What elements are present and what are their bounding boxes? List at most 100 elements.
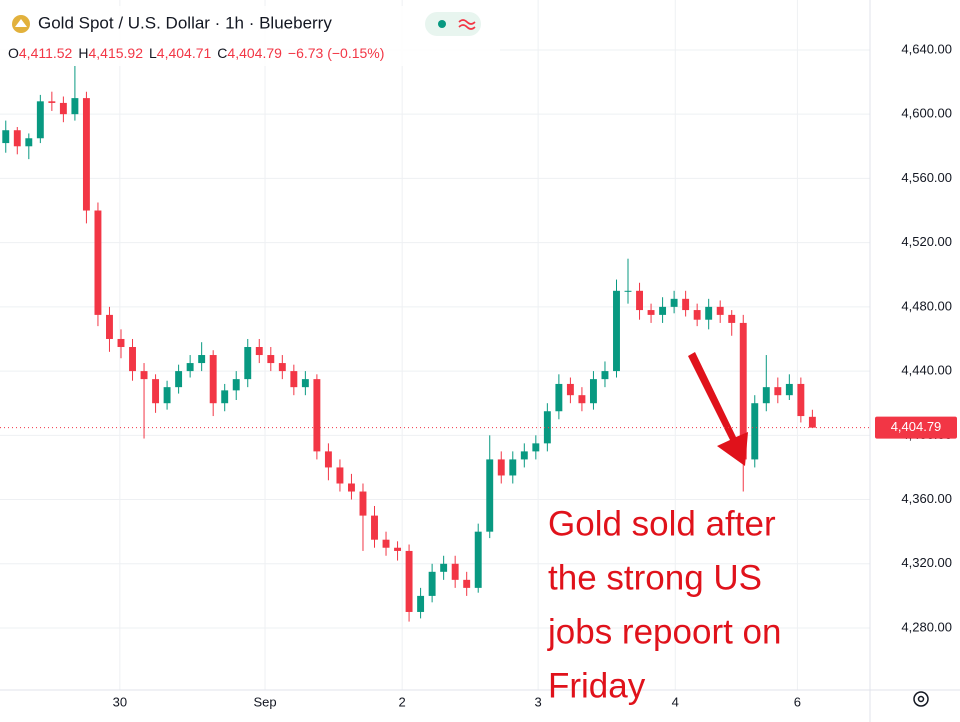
candle-body <box>106 314 113 339</box>
y-tick-label: 4,320.00 <box>901 555 952 570</box>
candle-body <box>301 379 309 388</box>
y-tick-label: 4,480.00 <box>901 298 952 313</box>
candle-body <box>198 355 206 364</box>
candle-body <box>359 491 367 516</box>
y-tick-label: 4,640.00 <box>901 41 952 56</box>
candle-body <box>244 347 252 380</box>
candle-body <box>186 363 194 372</box>
candle-body <box>509 459 517 476</box>
candle-body <box>394 547 402 551</box>
candle-body <box>566 383 574 396</box>
candle-body <box>682 298 690 311</box>
candle-body <box>797 383 805 417</box>
candle-body <box>71 98 79 115</box>
candle-body <box>785 383 793 396</box>
annotation-text: jobs repoort on <box>547 612 781 651</box>
candle-body <box>578 395 586 404</box>
status-icon <box>458 19 476 30</box>
ohlc-value: 4,415.92 <box>88 45 143 61</box>
candle-body <box>255 347 263 356</box>
candle-body <box>382 539 390 548</box>
candle-body <box>117 338 125 348</box>
candle-body <box>336 467 344 484</box>
x-tick-label: 30 <box>113 694 127 709</box>
candle-body <box>613 290 620 372</box>
ohlc-key: C <box>217 45 227 61</box>
y-tick-label: 4,520.00 <box>901 234 952 249</box>
candle-body <box>324 451 332 468</box>
candle-body <box>290 371 298 388</box>
candle-body <box>152 379 160 404</box>
chart-title: Gold Spot / U.S. Dollar · 1h · Blueberry <box>38 13 332 32</box>
status-dot <box>438 20 446 28</box>
candle-body <box>543 411 551 444</box>
annotation-text: Friday <box>548 666 646 705</box>
candle-body <box>209 355 217 404</box>
ohlc-legend: O4,411.52 H4,415.92 L4,404.71 C4,404.79 −6.7… <box>8 45 384 61</box>
candle-body <box>94 210 102 315</box>
candle-body <box>555 383 563 412</box>
candle-body <box>13 130 21 147</box>
candle-body <box>532 443 540 452</box>
candle-body <box>278 363 286 372</box>
candle-body <box>589 379 597 404</box>
candle-body <box>647 310 655 315</box>
legend-backdrop <box>0 6 500 66</box>
settings-icon-core[interactable] <box>917 695 925 703</box>
settings-icon[interactable] <box>913 691 929 707</box>
x-tick-label: Sep <box>253 694 276 709</box>
candle-body <box>82 98 90 211</box>
candle-body <box>348 483 355 492</box>
candle-body <box>313 379 321 452</box>
candles <box>2 65 816 622</box>
candle-body <box>636 290 643 311</box>
candle-body <box>428 571 436 596</box>
candle-body <box>371 515 378 540</box>
candle-body <box>670 298 678 307</box>
candle-body <box>659 306 667 315</box>
symbol-icon-mark <box>15 19 27 27</box>
x-tick-label: 2 <box>399 694 406 709</box>
candle-body <box>474 531 482 588</box>
ohlc-change: −6.73 (−0.15%) <box>288 45 385 61</box>
last-price-label: 4,404.79 <box>891 419 942 434</box>
candle-body <box>497 459 505 476</box>
ohlc-value: 4,404.79 <box>227 45 282 61</box>
ohlc-value: 4,411.52 <box>19 45 73 61</box>
arrow <box>688 352 748 466</box>
candle-body <box>232 379 240 391</box>
candle-body <box>751 403 759 460</box>
candle-body <box>463 579 471 588</box>
candle-body <box>417 595 425 612</box>
candle-body <box>59 102 67 115</box>
ohlc-key: O <box>8 45 19 61</box>
ohlc-key: H <box>78 45 88 61</box>
y-tick-label: 4,280.00 <box>901 619 952 634</box>
candle-body <box>624 290 632 292</box>
candle-body <box>25 138 33 147</box>
y-tick-label: 4,440.00 <box>901 363 952 378</box>
candle-body <box>140 371 148 380</box>
candle-body <box>451 563 459 580</box>
candle-body <box>716 306 724 315</box>
y-tick-label: 4,360.00 <box>901 491 952 506</box>
x-tick-label: 3 <box>535 694 542 709</box>
candle-body <box>486 459 494 532</box>
candle-body <box>739 322 747 460</box>
grid <box>0 0 870 690</box>
status-pill <box>425 12 481 36</box>
candle-body <box>728 314 736 323</box>
annotations: Gold sold after the strong US jobs repoort… <box>547 504 781 705</box>
candle-body <box>36 101 44 139</box>
annotation-text: Gold sold after <box>548 504 776 543</box>
candle-body <box>762 387 770 404</box>
candle-body <box>2 130 10 144</box>
candle-body <box>774 387 782 396</box>
candle-body <box>48 101 56 103</box>
candle-body <box>405 550 413 612</box>
x-tick-label: 6 <box>794 694 801 709</box>
ohlc-key: L <box>149 45 157 61</box>
annotation-text: the strong US <box>548 558 762 597</box>
